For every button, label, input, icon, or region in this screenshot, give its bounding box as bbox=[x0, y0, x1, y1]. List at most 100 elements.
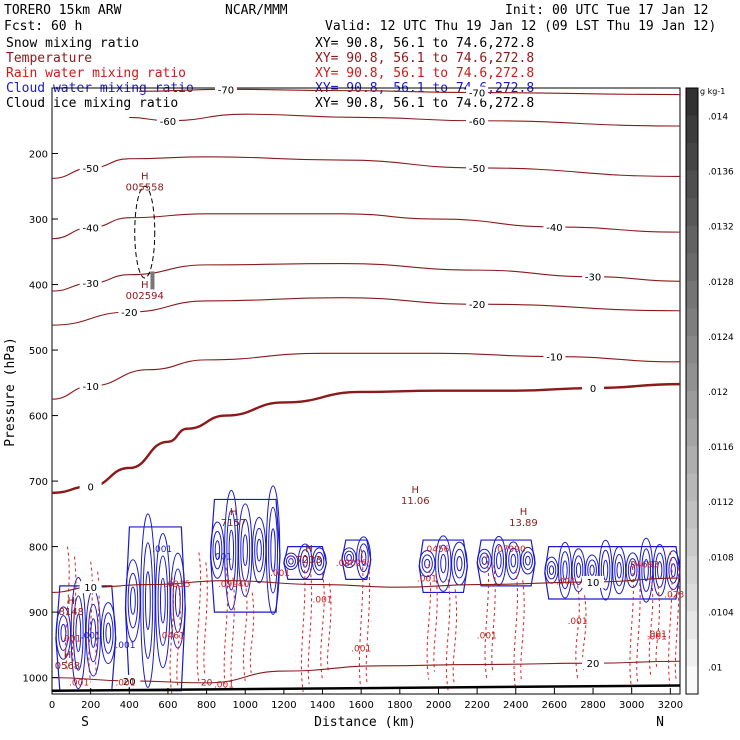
legend-field-coords: XY= 90.8, 56.1 to 74.6,272.8 bbox=[315, 51, 534, 66]
maximum-value: 7233 bbox=[296, 555, 321, 566]
isotherm-label: -20 bbox=[121, 308, 137, 319]
isotherm-label: 10 bbox=[84, 583, 97, 594]
isotherm--50: -50 -50 bbox=[51, 156, 681, 179]
isotherm-label: 20 bbox=[123, 677, 136, 688]
rain-shaft bbox=[513, 570, 525, 691]
colorbar-swatch bbox=[686, 115, 698, 144]
cloud-ice-shading bbox=[150, 271, 155, 290]
rain-shaft bbox=[65, 546, 77, 672]
colorbar-swatch bbox=[686, 253, 698, 282]
cloud-water-feature bbox=[209, 485, 281, 615]
contour-value-label: .04693 bbox=[628, 561, 660, 571]
x-tick-label: 2800 bbox=[580, 700, 605, 711]
colorbar-swatch bbox=[686, 335, 698, 364]
rain-shaft bbox=[243, 582, 255, 681]
colorbar-label: .012 bbox=[708, 388, 728, 398]
isotherm-line bbox=[51, 382, 681, 495]
legend-field-name: Snow mixing ratio bbox=[6, 36, 139, 51]
rain-shaft bbox=[320, 573, 332, 681]
isotherm--20: -20 -20 bbox=[51, 297, 681, 326]
x-tick-label: 1800 bbox=[387, 700, 412, 711]
cloud-water-feature bbox=[341, 536, 372, 580]
colorbar-swatch bbox=[686, 638, 698, 667]
rain-shaft bbox=[668, 551, 680, 689]
isotherm-label: 10 bbox=[587, 578, 600, 589]
maximum-value: 7157 bbox=[221, 518, 246, 529]
x-tick-label: 3000 bbox=[619, 700, 644, 711]
legend-field-coords: XY= 90.8, 56.1 to 74.6,272.8 bbox=[315, 66, 534, 81]
cloud-water-feature bbox=[124, 513, 186, 692]
rain-shaft bbox=[301, 558, 313, 693]
model-title: TORERO 15km ARW bbox=[4, 3, 122, 18]
contour-value-label: .07990 bbox=[494, 545, 526, 555]
maximum-value: 8148 bbox=[59, 607, 84, 618]
colorbar-unit: g kg-1 bbox=[700, 87, 725, 96]
rain-shaft bbox=[169, 576, 181, 694]
colorbar-swatch bbox=[686, 556, 698, 585]
isotherm-line bbox=[51, 263, 681, 292]
isotherm-0: 00 bbox=[51, 382, 681, 495]
colorbar-label: .0104 bbox=[708, 608, 734, 618]
maximum-marker: H11.06 bbox=[401, 485, 430, 507]
y-tick-label: 800 bbox=[29, 543, 48, 554]
y-tick-label: 900 bbox=[29, 608, 48, 619]
contour-value-label: .001 bbox=[477, 631, 497, 641]
colorbar-label: .0128 bbox=[708, 278, 734, 288]
isotherm-label: -30 bbox=[585, 273, 601, 284]
x-tick-label: 400 bbox=[120, 700, 139, 711]
x-tick-label: 2200 bbox=[464, 700, 489, 711]
contour-value-label: .023 bbox=[664, 591, 684, 601]
x-tick-label: 1000 bbox=[233, 700, 258, 711]
y-tick-label: 700 bbox=[29, 477, 48, 488]
contour-value-label: .001 bbox=[115, 641, 135, 651]
contour-value-label: .0456 bbox=[424, 545, 450, 555]
colorbar-swatch bbox=[686, 363, 698, 392]
colorbar-swatch bbox=[686, 143, 698, 172]
contour-value-label: .001 bbox=[351, 644, 371, 654]
contour-value-label: .001 bbox=[69, 678, 89, 688]
y-tick-label: 500 bbox=[29, 346, 48, 357]
colorbar-label: .0132 bbox=[708, 223, 734, 233]
isotherm--70: -70 -70 bbox=[138, 83, 681, 100]
colorbar-swatch bbox=[686, 88, 698, 117]
isotherm-10: 10 10 bbox=[51, 575, 681, 594]
legend-field-name: Temperature bbox=[6, 51, 92, 66]
maximum-value: 11.06 bbox=[401, 496, 430, 507]
legend-field-name: Cloud ice mixing ratio bbox=[6, 96, 178, 111]
isotherm-label: -40 bbox=[546, 223, 562, 234]
rain-shaft bbox=[575, 585, 587, 679]
contour-value-label: .001 bbox=[81, 631, 101, 641]
maximum-value: 0568 bbox=[55, 661, 80, 672]
y-tick-label: 300 bbox=[29, 215, 48, 226]
snow-contour bbox=[134, 185, 156, 279]
colorbar-swatch bbox=[686, 391, 698, 420]
contour-value-label: .09940 bbox=[218, 580, 250, 590]
contour-value-label: .001 bbox=[556, 578, 576, 588]
contour-value-label: .001 bbox=[152, 545, 172, 555]
maximum-symbol: H bbox=[230, 507, 238, 518]
colorbar-swatch bbox=[686, 170, 698, 199]
isotherm-label: -20 bbox=[469, 300, 485, 311]
y-tick-label: 600 bbox=[29, 412, 48, 423]
maximum-symbol: H bbox=[141, 280, 149, 291]
maximum-symbol: H bbox=[305, 544, 313, 555]
rain-shaft bbox=[629, 560, 641, 690]
maximum-symbol: H bbox=[520, 507, 528, 518]
contour-value-label: .001 bbox=[214, 680, 234, 690]
colorbar-label: .01 bbox=[708, 663, 722, 673]
init-time: Init: 00 UTC Tue 17 Jan 12 bbox=[505, 3, 709, 18]
x-tick-label: 1200 bbox=[271, 700, 296, 711]
legend-field-coords: XY= 90.8, 56.1 to 74.6,272.8 bbox=[315, 96, 534, 111]
x-tick-label: 1400 bbox=[310, 700, 335, 711]
contour-value-label: .0935 bbox=[165, 580, 191, 590]
isotherm-label: -70 bbox=[469, 89, 485, 100]
isotherm-line bbox=[51, 660, 681, 684]
isotherm-label: 0 bbox=[590, 384, 596, 395]
org-title: NCAR/MMM bbox=[225, 3, 288, 18]
isotherm--40: -40 -40 bbox=[51, 213, 681, 240]
maximum-symbol: H bbox=[64, 650, 72, 661]
